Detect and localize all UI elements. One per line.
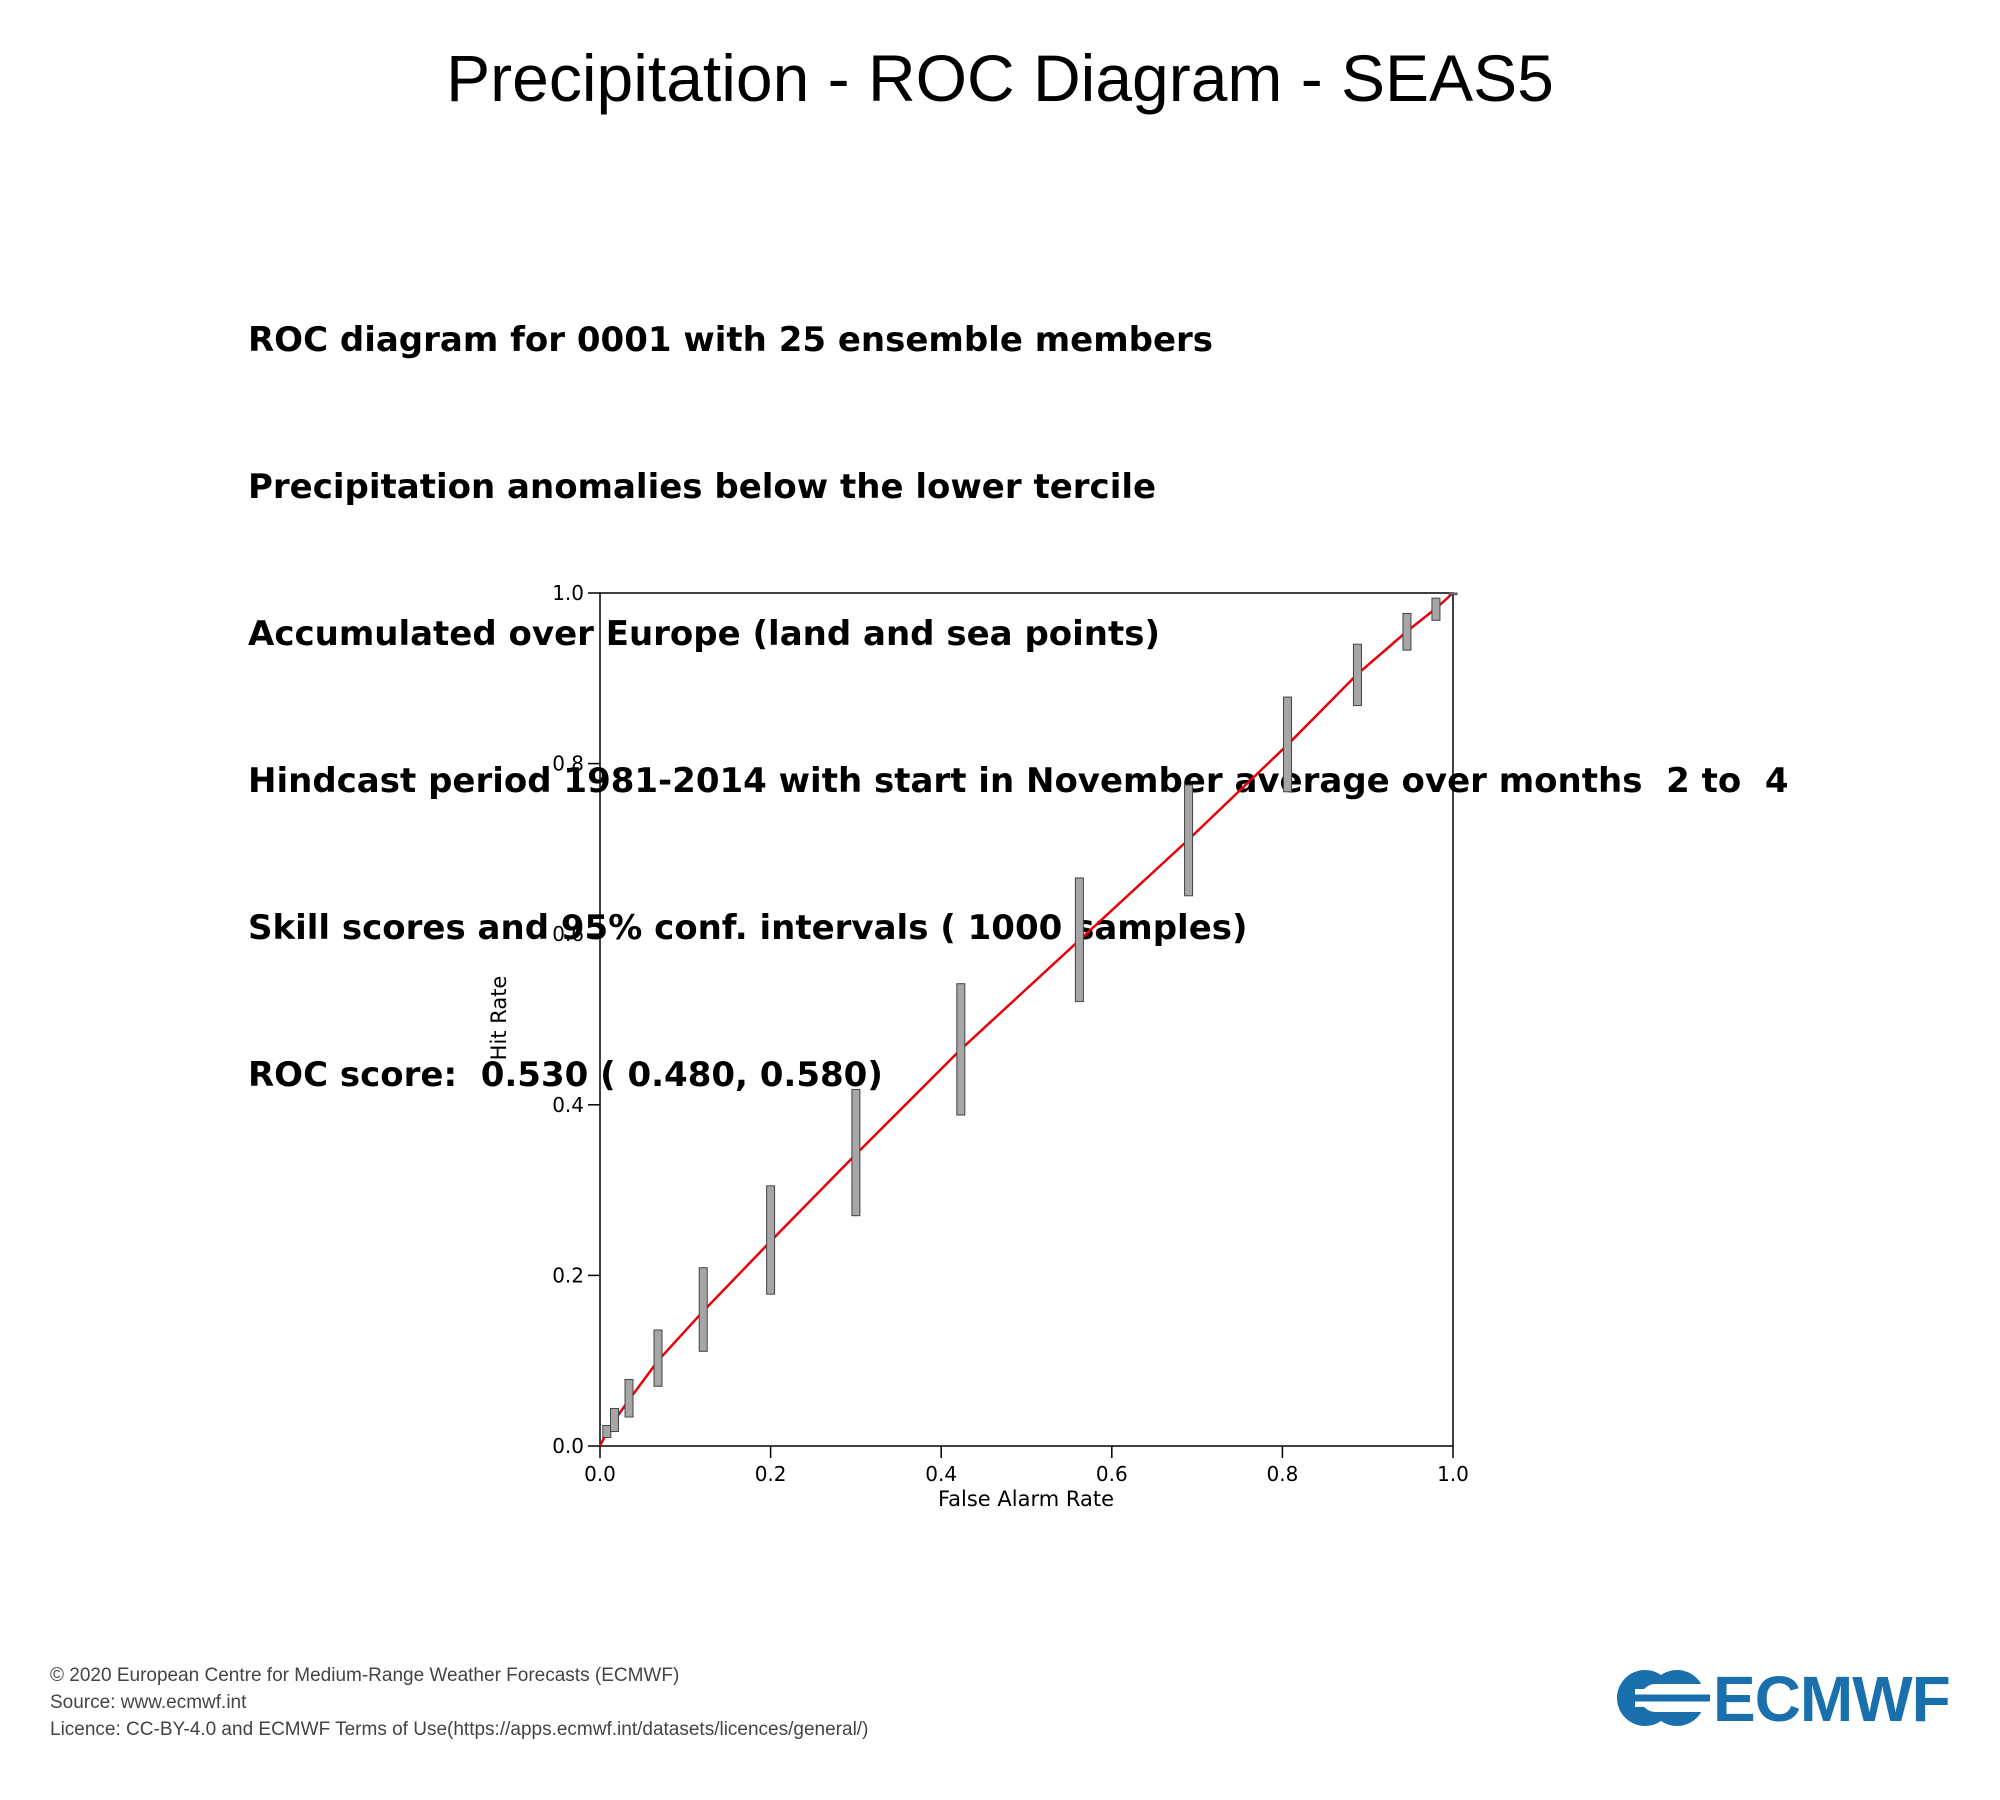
page-title: Precipitation - ROC Diagram - SEAS5 [446, 41, 1554, 115]
plot-frame [599, 592, 1454, 1447]
y-tick-label: 0.0 [552, 1434, 584, 1458]
confidence-interval-bar [1448, 592, 1458, 596]
confidence-interval-bar [1184, 784, 1194, 897]
x-tick-label: 0.6 [1096, 1462, 1128, 1486]
confidence-interval-bar [1402, 612, 1412, 651]
subtitle-line: Skill scores and 95% conf. intervals ( 1… [248, 908, 1248, 948]
subtitle-line: Hindcast period 1981-2014 with start in … [248, 761, 1789, 801]
x-tick-label: 0.0 [584, 1462, 616, 1486]
y-tick-label: 0.8 [552, 752, 584, 776]
confidence-interval-bar [602, 1425, 612, 1438]
roc-curve [598, 592, 1454, 1447]
footer-copyright: © 2020 European Centre for Medium-Range … [50, 1665, 680, 1686]
ecmwf-logo-icon [1617, 1670, 1710, 1726]
ecmwf-logo: ECMWF [1615, 1663, 1960, 1735]
x-tick-label: 0.4 [925, 1462, 957, 1486]
x-tick-label: 0.8 [1266, 1462, 1298, 1486]
chart-subtitle: ROC diagram for 0001 with 25 ensemble me… [248, 218, 1789, 1149]
confidence-interval-bar [956, 983, 966, 1116]
subtitle-line: Precipitation anomalies below the lower … [248, 467, 1157, 507]
plot-area: 0.0 0.2 0.4 0.6 0.8 1.0 0.0 0.2 0.4 0.6 0.8 1.0 [552, 581, 1469, 1486]
subtitle-line: ROC diagram for 0001 with 25 ensemble me… [248, 320, 1214, 360]
confidence-interval-bar [766, 1185, 776, 1295]
confidence-interval-bar [698, 1267, 708, 1352]
confidence-interval-bar [851, 1088, 861, 1217]
x-axis-label: False Alarm Rate [938, 1487, 1114, 1511]
confidence-interval-bar [1352, 643, 1362, 707]
x-tick-label: 0.2 [755, 1462, 787, 1486]
footer-licence: Licence: CC-BY-4.0 and ECMWF Terms of Us… [50, 1719, 869, 1740]
confidence-interval-bar [653, 1329, 663, 1387]
subtitle-line: Accumulated over Europe (land and sea po… [248, 614, 1161, 654]
y-tick-label: 0.6 [552, 922, 584, 946]
y-axis-label: Hit Rate [487, 976, 511, 1061]
confidence-interval-bar [1074, 877, 1084, 1003]
ecmwf-logo-text: ECMWF [1713, 1663, 1951, 1735]
confidence-interval-bar [624, 1378, 634, 1418]
y-tick-label: 0.2 [552, 1263, 584, 1287]
x-tick-label: 1.0 [1437, 1462, 1469, 1486]
confidence-interval-bar [1431, 597, 1441, 621]
footer: © 2020 European Centre for Medium-Range … [50, 1662, 868, 1743]
confidence-interval-bar [1283, 696, 1293, 793]
roc-chart: 0.0 0.2 0.4 0.6 0.8 1.0 0.0 0.2 0.4 0.6 0.8 1.0 Fal… [487, 581, 1469, 1511]
y-tick-label: 1.0 [552, 581, 584, 605]
y-tick-label: 0.4 [552, 1093, 584, 1117]
footer-source: Source: www.ecmwf.int [50, 1692, 247, 1713]
subtitle-line: ROC score: 0.530 ( 0.480, 0.580) [248, 1055, 883, 1095]
confidence-interval-bar [610, 1407, 620, 1432]
